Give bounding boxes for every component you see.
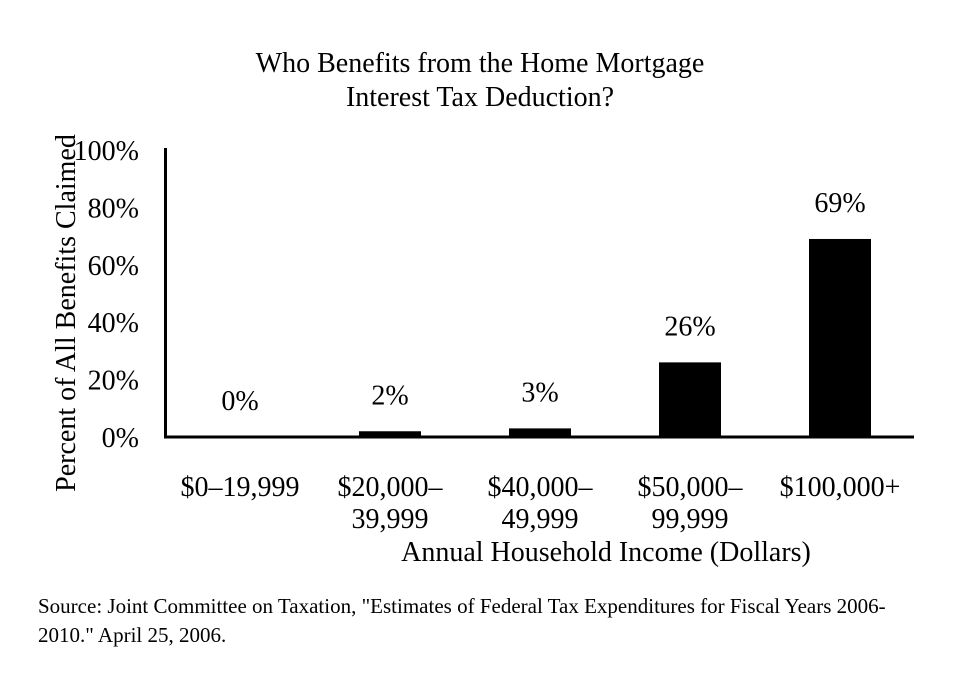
x-tick-label: $50,000– — [638, 472, 744, 503]
y-tick-label: 20% — [88, 366, 139, 397]
y-axis-label: Percent of All Benefits Claimed — [51, 134, 82, 492]
x-tick-label: $20,000– — [338, 472, 444, 503]
y-tick-label: 100% — [74, 136, 139, 167]
chart-title-line: Who Benefits from the Home Mortgage — [256, 48, 705, 79]
chart-title-line: Interest Tax Deduction? — [346, 82, 614, 113]
value-labels: 0% 2% 3% 26% 69% — [221, 188, 865, 417]
y-tick-label: 60% — [88, 251, 139, 282]
data-label: 2% — [371, 380, 408, 411]
bar — [809, 238, 871, 437]
x-axis-label: Annual Household Income (Dollars) — [401, 537, 811, 568]
bar — [659, 362, 721, 437]
data-label: 69% — [814, 188, 865, 219]
x-tick-label: 49,999 — [502, 504, 579, 535]
x-tick-label: $0–19,999 — [181, 472, 300, 503]
x-axis-tick-labels: $0–19,999 $20,000–39,999 $40,000–49,999 $50… — [181, 472, 901, 535]
bar-chart: Who Benefits from the Home MortgageInter… — [51, 48, 914, 568]
chart-title: Who Benefits from the Home MortgageInter… — [256, 48, 705, 113]
x-tick-label: $40,000– — [488, 472, 594, 503]
bar — [509, 428, 571, 437]
y-tick-label: 40% — [88, 308, 139, 339]
data-label: 0% — [221, 386, 258, 417]
bars — [359, 238, 871, 437]
x-tick-label: $100,000+ — [780, 472, 901, 503]
y-tick-label: 0% — [102, 423, 139, 454]
bar — [359, 431, 421, 437]
data-label: 3% — [521, 377, 558, 408]
x-tick-label: 39,999 — [352, 504, 429, 535]
y-tick-label: 80% — [88, 193, 139, 224]
y-axis-ticks: 0% 20% 40% 60% 80% 100% — [74, 136, 139, 454]
source-note: Source: Joint Committee on Taxation, "Es… — [38, 594, 886, 647]
data-label: 26% — [664, 311, 715, 342]
x-tick-label: 99,999 — [652, 504, 729, 535]
